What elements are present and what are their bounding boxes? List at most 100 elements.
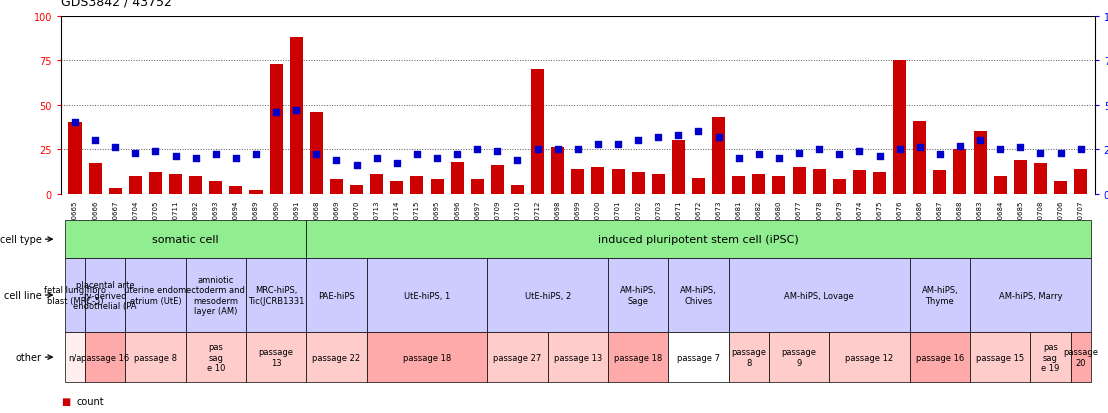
Bar bbox=[310, 112, 322, 194]
Point bbox=[770, 155, 788, 162]
Point bbox=[267, 109, 285, 116]
Text: passage 16: passage 16 bbox=[915, 353, 964, 362]
Point bbox=[790, 150, 808, 157]
Point bbox=[146, 148, 164, 155]
Bar bbox=[671, 141, 685, 194]
Text: UtE-hiPS, 2: UtE-hiPS, 2 bbox=[524, 291, 571, 300]
Bar bbox=[692, 178, 705, 194]
Bar bbox=[289, 38, 302, 194]
Point bbox=[328, 157, 346, 164]
Point bbox=[287, 107, 305, 114]
Point bbox=[106, 145, 124, 151]
Point bbox=[669, 132, 687, 139]
Bar bbox=[873, 173, 886, 194]
Bar bbox=[752, 175, 766, 194]
Text: passage 8: passage 8 bbox=[134, 353, 177, 362]
Bar bbox=[511, 185, 524, 194]
Text: cell type: cell type bbox=[0, 235, 41, 244]
Text: AM-hiPS, Marry: AM-hiPS, Marry bbox=[998, 291, 1063, 300]
Bar bbox=[974, 132, 986, 194]
Bar bbox=[572, 169, 584, 194]
Point bbox=[509, 157, 526, 164]
Bar bbox=[772, 176, 786, 194]
Point bbox=[871, 154, 889, 160]
Bar bbox=[531, 70, 544, 194]
Text: passage
9: passage 9 bbox=[781, 348, 817, 367]
Point bbox=[710, 134, 728, 140]
Point bbox=[227, 155, 245, 162]
Point bbox=[548, 147, 566, 153]
Point bbox=[368, 155, 386, 162]
Point bbox=[629, 138, 647, 144]
Point bbox=[1012, 145, 1029, 151]
Text: UtE-hiPS, 1: UtE-hiPS, 1 bbox=[403, 291, 450, 300]
Bar bbox=[812, 169, 825, 194]
Bar bbox=[330, 180, 343, 194]
Text: GDS3842 / 43752: GDS3842 / 43752 bbox=[61, 0, 172, 8]
Text: passage 16: passage 16 bbox=[81, 353, 130, 362]
Text: induced pluripotent stem cell (iPSC): induced pluripotent stem cell (iPSC) bbox=[598, 235, 799, 244]
Text: passage 18: passage 18 bbox=[614, 353, 663, 362]
Bar bbox=[853, 171, 866, 194]
Bar bbox=[69, 123, 82, 194]
Point bbox=[428, 155, 445, 162]
Bar bbox=[89, 164, 102, 194]
Bar bbox=[953, 150, 966, 194]
Bar bbox=[129, 176, 142, 194]
Bar bbox=[209, 182, 223, 194]
Point bbox=[348, 162, 366, 169]
Point bbox=[1051, 150, 1069, 157]
Bar bbox=[913, 121, 926, 194]
Point bbox=[972, 138, 989, 144]
Bar bbox=[249, 190, 263, 194]
Point bbox=[66, 120, 84, 126]
Point bbox=[489, 148, 506, 155]
Bar bbox=[1054, 182, 1067, 194]
Point bbox=[469, 147, 486, 153]
Text: passage 18: passage 18 bbox=[403, 353, 451, 362]
Point bbox=[166, 154, 184, 160]
Text: passage 22: passage 22 bbox=[312, 353, 360, 362]
Text: passage 15: passage 15 bbox=[976, 353, 1024, 362]
Text: AM-hiPS,
Sage: AM-hiPS, Sage bbox=[619, 286, 657, 305]
Text: passage
8: passage 8 bbox=[731, 348, 767, 367]
Point bbox=[992, 147, 1009, 153]
Text: other: other bbox=[16, 352, 41, 362]
Point bbox=[126, 150, 144, 157]
Bar bbox=[551, 148, 564, 194]
Bar bbox=[170, 175, 182, 194]
Point bbox=[891, 147, 909, 153]
Text: passage 7: passage 7 bbox=[677, 353, 720, 362]
Point bbox=[689, 129, 707, 135]
Bar bbox=[792, 168, 806, 194]
Bar bbox=[269, 64, 283, 194]
Text: passage
13: passage 13 bbox=[258, 348, 294, 367]
Text: placental arte
ry-derived
endothelial (PA: placental arte ry-derived endothelial (P… bbox=[73, 280, 137, 310]
Bar bbox=[370, 175, 383, 194]
Text: cell line: cell line bbox=[3, 290, 41, 300]
Point bbox=[830, 152, 848, 158]
Point bbox=[388, 161, 406, 167]
Text: PAE-hiPS: PAE-hiPS bbox=[318, 291, 355, 300]
Point bbox=[951, 143, 968, 150]
Text: count: count bbox=[76, 396, 104, 406]
Bar bbox=[229, 187, 243, 194]
Text: MRC-hiPS,
Tic(JCRB1331: MRC-hiPS, Tic(JCRB1331 bbox=[248, 286, 305, 305]
Point bbox=[308, 152, 326, 158]
Text: AM-hiPS,
Thyme: AM-hiPS, Thyme bbox=[922, 286, 958, 305]
Bar bbox=[189, 176, 203, 194]
Bar bbox=[1014, 160, 1027, 194]
Bar bbox=[712, 118, 725, 194]
Text: pas
sag
e 19: pas sag e 19 bbox=[1042, 342, 1059, 372]
Point bbox=[570, 147, 587, 153]
Point bbox=[247, 152, 265, 158]
Text: uterine endom
etrium (UtE): uterine endom etrium (UtE) bbox=[124, 286, 186, 305]
Point bbox=[609, 141, 627, 148]
Bar bbox=[350, 185, 363, 194]
Point bbox=[931, 152, 948, 158]
Text: passage
20: passage 20 bbox=[1063, 348, 1098, 367]
Bar bbox=[109, 189, 122, 194]
Bar bbox=[632, 173, 645, 194]
Point bbox=[589, 141, 607, 148]
Text: passage 27: passage 27 bbox=[493, 353, 542, 362]
